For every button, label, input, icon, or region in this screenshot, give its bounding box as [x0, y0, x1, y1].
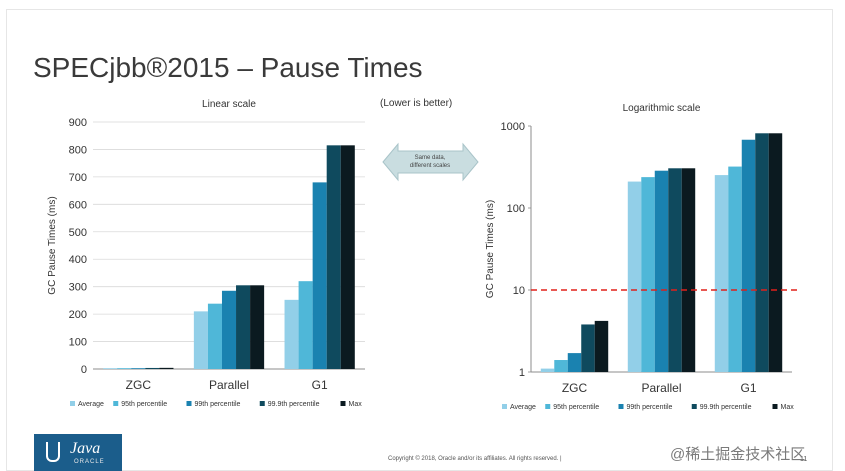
bar-parallel-3	[236, 285, 251, 369]
x-category-label: G1	[312, 378, 328, 392]
y-tick-label: 500	[69, 227, 87, 239]
bar-parallel-3	[668, 168, 682, 372]
bar-g1-0	[714, 175, 729, 372]
y-tick-label: 1	[519, 367, 525, 379]
bar-zgc-2	[567, 353, 582, 372]
callout-arrow: Same data, different scales	[382, 142, 479, 182]
legend-swatch	[113, 401, 119, 406]
bar-g1-1	[298, 281, 313, 369]
bar-parallel-2	[221, 290, 237, 369]
y-tick-label: 200	[69, 309, 87, 321]
legend-swatch	[70, 401, 75, 406]
legend-entry: Max	[349, 401, 363, 408]
legend-swatch	[772, 404, 778, 409]
callout-line2: different scales	[410, 163, 450, 169]
y-tick-label: 100	[69, 337, 87, 349]
legend-swatch	[502, 404, 507, 409]
y-tick-label: 10	[513, 285, 525, 297]
legend-entry: Max	[781, 404, 795, 411]
bar-g1-4	[340, 145, 355, 369]
legend-swatch	[186, 401, 192, 406]
bar-zgc-2	[131, 368, 146, 369]
legend-entry: 95th percentile	[553, 404, 599, 411]
legend-swatch	[259, 401, 265, 406]
page-number: 11	[800, 456, 808, 463]
y-axis-label: GC Pause Times (ms)	[485, 200, 496, 298]
y-tick-label: 800	[69, 144, 87, 156]
legend-entry: 99th percentile	[627, 404, 673, 411]
y-tick-label: 900	[69, 117, 87, 129]
bar-parallel-1	[641, 177, 655, 372]
linear-chart: Linear scale 0 100 200 300 400 500 600 700 800 900…	[47, 99, 365, 408]
x-category-label: Parallel	[209, 378, 249, 392]
bar-g1-0	[284, 299, 299, 369]
bar-zgc-4	[594, 320, 609, 372]
legend-swatch	[691, 404, 697, 409]
callout-line1: Same data,	[415, 155, 446, 161]
y-tick-label: 100	[507, 203, 525, 215]
y-tick-label: 1000	[501, 121, 525, 133]
bar-zgc-0	[103, 368, 118, 369]
double-arrow-icon	[382, 142, 479, 182]
y-tick-label: 0	[81, 364, 87, 376]
x-category-label: ZGC	[126, 378, 152, 392]
y-tick-label: 300	[69, 282, 87, 294]
y-tick-label: 600	[69, 199, 87, 211]
bar-parallel-1	[207, 303, 222, 369]
logo-subtext: ORACLE	[74, 459, 105, 465]
legend-entry: 95th percentile	[121, 401, 167, 408]
legend-swatch	[340, 401, 346, 406]
bar-zgc-1	[554, 360, 568, 372]
chart-title: Logarithmic scale	[623, 103, 701, 114]
x-category-label: G1	[740, 381, 756, 395]
coffee-cup-icon	[46, 442, 60, 462]
copyright-footer: Copyright © 2018, Oracle and/or its affi…	[388, 456, 562, 462]
bar-zgc-3	[581, 324, 595, 372]
watermark: @稀土掘金技术社区	[670, 446, 806, 463]
bar-parallel-0	[193, 311, 208, 369]
legend-entry: 99.9th percentile	[268, 401, 320, 408]
logo-text: Java	[70, 440, 101, 457]
legend-swatch	[618, 404, 624, 409]
x-category-label: Parallel	[641, 381, 681, 395]
bar-parallel-4	[681, 168, 696, 372]
bar-parallel-4	[250, 285, 265, 369]
bar-g1-3	[755, 133, 769, 372]
bar-g1-2	[741, 139, 756, 372]
y-tick-label: 700	[69, 172, 87, 184]
legend-entry: 99.9th percentile	[700, 404, 752, 411]
legend-entry: Average	[510, 404, 536, 411]
lower-is-better-note: (Lower is better)	[380, 98, 453, 109]
bar-g1-4	[768, 133, 783, 372]
chart-title: Linear scale	[202, 99, 256, 110]
java-oracle-logo: Java ORACLE	[34, 434, 122, 471]
legend-entry: 99th percentile	[195, 401, 241, 408]
bar-parallel-0	[627, 181, 642, 372]
y-tick-label: 400	[69, 254, 87, 266]
legend-swatch	[545, 404, 551, 409]
legend-entry: Average	[78, 401, 104, 408]
bar-g1-2	[312, 182, 327, 369]
bar-g1-1	[728, 166, 742, 372]
x-category-label: ZGC	[562, 381, 588, 395]
bar-zgc-4	[159, 367, 174, 369]
log-chart: Logarithmic scale 1 10 100 1000 GC Pause Time…	[485, 103, 800, 411]
bar-g1-3	[326, 145, 341, 369]
y-axis-label: GC Pause Times (ms)	[47, 196, 58, 294]
slide-title: SPECjbb®2015 – Pause Times	[33, 52, 423, 83]
bar-zgc-0	[540, 368, 555, 372]
bar-zgc-3	[145, 367, 160, 369]
bar-parallel-2	[654, 170, 669, 372]
bar-zgc-1	[117, 368, 132, 369]
